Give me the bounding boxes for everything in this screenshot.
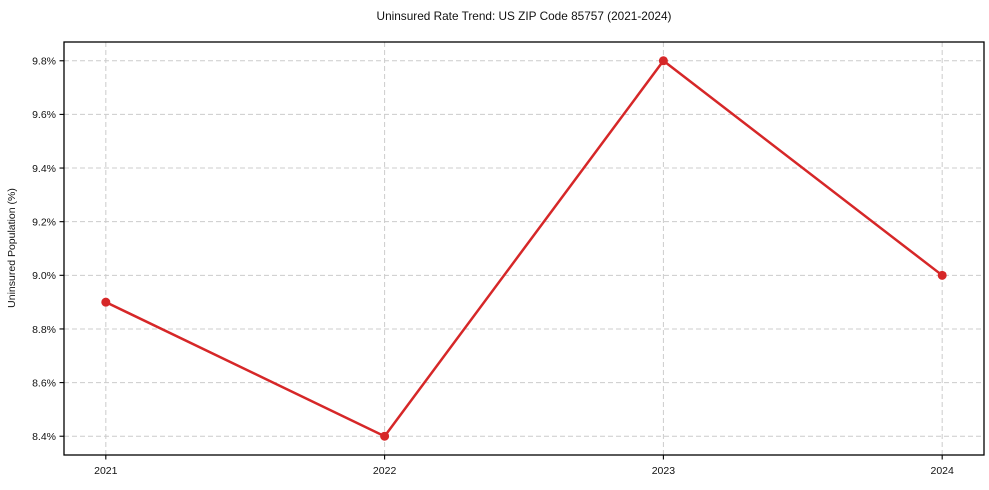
plot-border [63, 41, 985, 456]
data-point-2023 [658, 56, 668, 66]
y-tick-label: 8.6% [32, 377, 56, 389]
plot-area: 8.4% 8.6% 8.8% 9.0% 9.2% 9.4% 9.6% 9.8% 2021 2022… [32, 41, 985, 477]
y-tick-label: 9.8% [32, 56, 56, 68]
x-tick-label: 2024 [931, 465, 955, 477]
data-line [104, 59, 944, 438]
data-point-2022 [380, 431, 390, 441]
y-tick-label: 9.4% [32, 163, 56, 175]
data-point-2024 [937, 270, 947, 280]
y-tick-label: 8.8% [32, 324, 56, 336]
x-tick-label: 2021 [94, 465, 118, 477]
x-tick-label: 2023 [652, 465, 676, 477]
data-point-2021 [101, 297, 111, 307]
y-tick-label: 9.0% [32, 270, 56, 282]
y-tick-label: 8.4% [32, 431, 56, 443]
y-tick-label: 9.6% [32, 109, 56, 121]
x-tick-label: 2022 [373, 465, 397, 477]
y-tick-label: 9.2% [32, 216, 56, 228]
chart-title: Uninsured Rate Trend: US ZIP Code 85757 … [377, 9, 672, 23]
y-axis-label: Uninsured Population (%) [6, 188, 18, 308]
